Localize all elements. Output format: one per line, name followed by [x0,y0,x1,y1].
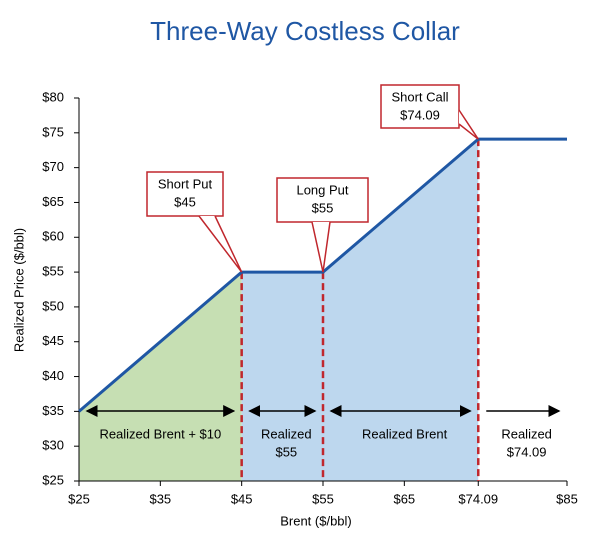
range-label: $74.09 [507,444,547,459]
callout-text: $55 [312,200,334,215]
callout-pointer-edge [198,215,243,273]
range-label: Realized Brent + $10 [99,426,221,441]
y-tick-label: $70 [42,159,64,174]
y-tick-label: $65 [42,194,64,209]
y-tick-label: $30 [42,438,64,453]
range-label: Realized [501,426,552,441]
range-label: Realized Brent [362,426,448,441]
callout-pointer-edge [311,221,331,273]
y-axis-label: Realized Price ($/bbl) [11,228,26,352]
range-label: Realized [261,426,312,441]
callout-box [380,84,460,129]
x-tick-label: $45 [231,491,253,506]
x-tick-label: $25 [68,491,90,506]
callout-text: $74.09 [400,107,440,122]
x-tick-label: $65 [393,491,415,506]
callout-text: $45 [174,194,196,209]
callout-pointer-edge [458,109,479,140]
y-tick-label: $45 [42,333,64,348]
callout-box [276,177,369,223]
y-tick-label: $25 [42,472,64,487]
callout-text: Short Call [391,89,448,104]
x-tick-label: $35 [149,491,171,506]
shaded-area [79,272,242,481]
chart-title: Three-Way Costless Collar [150,16,460,46]
x-tick-label: $74.09 [458,491,498,506]
y-tick-label: $50 [42,298,64,313]
range-label: $55 [275,444,297,459]
callout-box [146,171,224,217]
callout-pointer [312,222,330,273]
y-tick-label: $40 [42,368,64,383]
callout-text: Long Put [296,182,348,197]
y-tick-label: $55 [42,264,64,279]
callout-text: Short Put [158,176,213,191]
x-tick-label: $85 [556,491,578,506]
y-tick-label: $60 [42,229,64,244]
y-tick-label: $75 [42,124,64,139]
y-tick-label: $80 [42,89,64,104]
x-tick-label: $55 [312,491,334,506]
x-axis-label: Brent ($/bbl) [280,513,352,528]
y-tick-label: $35 [42,403,64,418]
shaded-area [241,139,479,481]
